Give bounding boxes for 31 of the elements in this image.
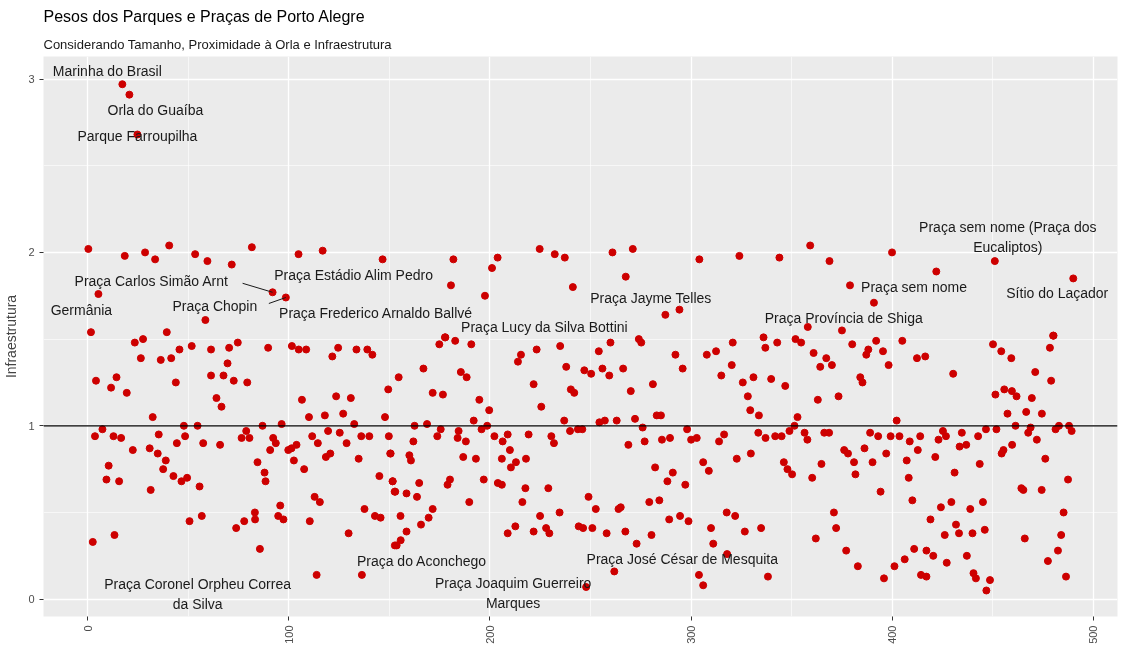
x-tick-label: 300 <box>685 625 698 644</box>
annotation: Sítio do Laçador <box>1006 285 1109 302</box>
x-tick-label: 400 <box>886 625 899 644</box>
x-tick-label: 0 <box>81 625 94 632</box>
annotation: Germânia <box>50 302 113 319</box>
annotation: Praça Joaquim Guerreiro Marques <box>434 575 592 612</box>
annotation: Parque Farroupilha <box>77 127 198 144</box>
x-tick-label: 100 <box>282 625 295 644</box>
y-tick-label: 0 <box>28 593 35 606</box>
x-tick-label: 200 <box>483 625 496 644</box>
annotation: Praça José César de Mesquita <box>586 551 779 568</box>
y-tick-label: 3 <box>28 73 35 86</box>
x-tick-label: 500 <box>1087 625 1100 644</box>
chart-title: Pesos dos Parques e Praças de Porto Alegre <box>43 7 365 25</box>
annotation: Marinha do Brasil <box>52 63 162 80</box>
annotation: Praça Estádio Alim Pedro <box>274 267 434 284</box>
y-tick-label: 2 <box>28 246 35 259</box>
annotation: Praça sem nome <box>861 279 968 296</box>
y-axis-title: Infraestrutura <box>3 294 20 379</box>
annotation: Praça Província de Shiga <box>764 309 923 326</box>
annotation: Praça Frederico Arnaldo Ballvé <box>279 304 473 321</box>
annotation: Praça Lucy da Silva Bottini <box>461 318 628 335</box>
y-tick-label: 1 <box>28 419 35 432</box>
annotation: Praça Carlos Simão Arnt <box>74 273 228 290</box>
chart-subtitle: Considerando Tamanho, Proximidade à Orla e Infraestrutura <box>43 36 393 52</box>
annotation: Praça Chopin <box>172 298 258 315</box>
annotation: Praça sem nome (Praça dos Eucaliptos) <box>919 219 1097 256</box>
annotation: Praça do Aconchego <box>356 552 487 569</box>
annotation: Orla do Guaíba <box>107 101 204 118</box>
annotation: Praça Jayme Telles <box>590 290 712 307</box>
annotation: Praça Coronel Orpheu Correa da Silva <box>104 575 292 612</box>
